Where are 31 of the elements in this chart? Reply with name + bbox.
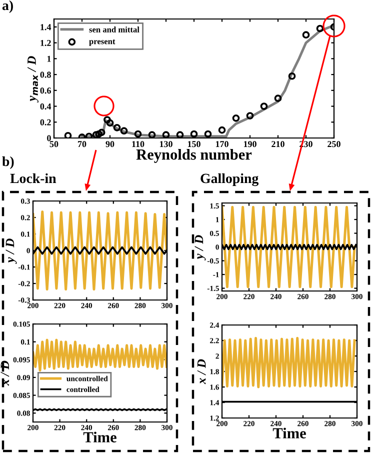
- y-tick-label: 0.8: [40, 72, 51, 78]
- x-axis-title: Time: [83, 432, 116, 442]
- x-axis-title: Time: [272, 428, 306, 438]
- x-tick-label: 110: [132, 141, 144, 148]
- y-tick-label: 0.2: [40, 119, 51, 126]
- text: a): [2, 0, 13, 13]
- y-tick-label: 0: [47, 135, 51, 142]
- y-tick-label: 1.2: [40, 40, 51, 46]
- x-tick-label: 130: [160, 141, 172, 148]
- text: Galloping: [200, 173, 259, 186]
- y-tick-label: 0.6: [40, 88, 51, 94]
- x-tick-label: 250: [328, 141, 340, 148]
- x-tick-label: 150: [188, 141, 200, 148]
- x-tick-label: 50: [50, 141, 58, 148]
- legend-label: sen and mittal: [89, 26, 140, 32]
- y-axis-title: y$_{max}$ / D: [28, 56, 38, 102]
- text: Lock-in: [10, 173, 56, 184]
- x-tick-label: 70: [78, 141, 86, 148]
- y-axis-title: y / D: [6, 238, 17, 264]
- y-tick-label: 1.4: [40, 24, 52, 30]
- text: b): [2, 156, 14, 169]
- y-tick-label: 1: [47, 56, 51, 62]
- x-tick-label: 170: [216, 141, 228, 148]
- x-tick-label: 90: [106, 141, 114, 148]
- y-tick-label: 0.4: [40, 103, 52, 110]
- x-axis-title: Reynolds number: [136, 148, 252, 163]
- y-axis-title: y / D: [194, 235, 206, 260]
- y-axis-title: x / D: [197, 359, 206, 384]
- x-tick-label: 210: [272, 141, 284, 148]
- x-tick-label: 190: [244, 141, 256, 148]
- legend-label: present: [89, 39, 116, 46]
